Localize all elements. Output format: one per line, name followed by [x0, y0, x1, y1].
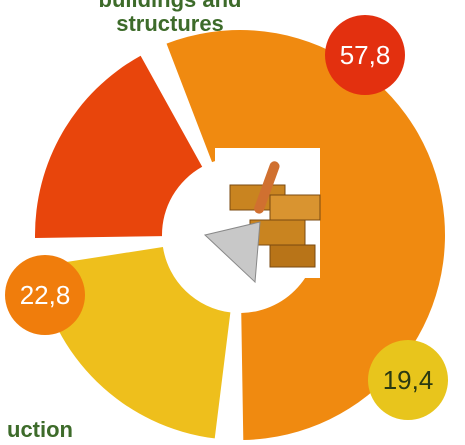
value-bubble [325, 15, 405, 95]
value-label: 19,4 [383, 365, 434, 395]
category-label: buildings and structures [99, 0, 242, 36]
value-label: 57,8 [340, 40, 391, 70]
donut-segment [166, 30, 445, 440]
category-label: uction [7, 417, 73, 442]
value-bubble [368, 340, 448, 420]
donut-segment [35, 55, 203, 239]
value-bubble [5, 255, 85, 335]
center-icon [203, 148, 321, 284]
value-label: 22,8 [20, 280, 71, 310]
donut-segment [37, 246, 231, 439]
